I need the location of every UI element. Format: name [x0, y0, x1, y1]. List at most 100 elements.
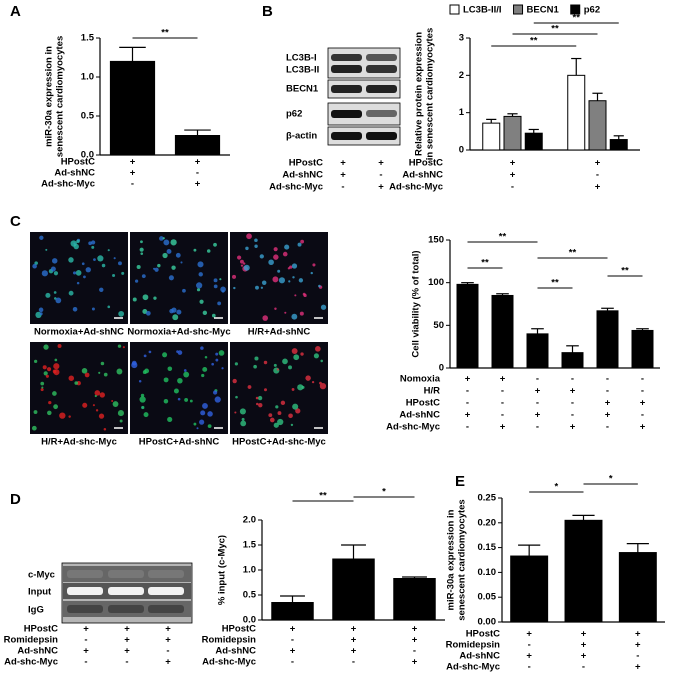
cell-stain	[213, 242, 217, 247]
bar	[564, 519, 603, 623]
condition-mark: +	[351, 624, 357, 635]
cell-stain	[141, 274, 146, 279]
cell-stain	[95, 409, 99, 412]
cell-stain	[92, 404, 95, 407]
cell-stain	[198, 272, 203, 277]
blot-frame	[327, 47, 401, 79]
condition-mark: +	[595, 182, 601, 193]
condition-mark: +	[378, 182, 384, 193]
error-bar	[402, 576, 427, 579]
cell-stain	[196, 282, 203, 289]
condition-mark: +	[340, 170, 346, 181]
condition-mark: -	[571, 410, 574, 421]
significance-label: **	[551, 24, 559, 35]
y-tick-label: 1.5	[81, 33, 95, 44]
cell-stain	[246, 233, 252, 240]
condition-mark: +	[465, 374, 471, 385]
bar	[631, 329, 654, 369]
micrograph-label: H/R+Ad-shNC	[248, 327, 311, 338]
cell-stain	[111, 399, 114, 402]
bar	[567, 74, 586, 151]
cell-stain	[59, 412, 66, 419]
cell-stain	[48, 400, 52, 405]
cell-stain	[173, 388, 179, 394]
cell-stain	[291, 263, 298, 269]
cell-stain	[168, 275, 174, 281]
condition-mark: +	[83, 624, 89, 635]
cell-stain	[312, 263, 316, 267]
blot-band	[331, 54, 362, 61]
significance-label: *	[382, 487, 386, 498]
blot-band	[108, 605, 144, 613]
blot-frame	[327, 79, 401, 99]
cell-stain	[51, 258, 58, 264]
condition-mark: -	[466, 422, 469, 433]
bar	[482, 122, 501, 151]
condition-mark: +	[526, 629, 532, 640]
blot-band	[67, 587, 103, 595]
cell-stain	[99, 392, 105, 398]
cell-stain	[175, 252, 181, 258]
condition-mark: +	[581, 640, 587, 651]
cell-stain	[284, 244, 290, 250]
error-bar	[571, 57, 582, 76]
cell-stain	[274, 307, 277, 310]
cell-stain	[218, 350, 225, 356]
condition-mark: +	[124, 646, 130, 657]
cell-stain	[232, 274, 237, 279]
cell-stain	[202, 366, 208, 372]
cell-stain	[31, 425, 37, 431]
bar	[609, 139, 628, 151]
error-bar	[496, 293, 509, 296]
error-bar	[507, 113, 518, 117]
cell-stain	[240, 264, 244, 267]
cell-stain	[177, 377, 183, 384]
cell-stain	[213, 278, 218, 283]
cell-stain	[157, 263, 161, 268]
error-bar	[626, 543, 649, 553]
cell-stain	[215, 358, 219, 362]
cell-stain	[117, 344, 122, 348]
cell-stain	[42, 365, 47, 370]
cell-stain	[45, 292, 51, 298]
cell-stain	[176, 350, 179, 353]
cell-stain	[255, 402, 259, 406]
cell-stain	[166, 249, 172, 254]
significance-label: **	[621, 266, 629, 277]
cell-stain	[221, 290, 225, 293]
cell-stain	[245, 246, 249, 251]
micrograph-label: Normoxia+Ad-shNC	[34, 327, 124, 338]
condition-mark: -	[511, 182, 514, 193]
cell-stain	[272, 276, 279, 283]
y-tick-label: 1.0	[243, 565, 256, 576]
y-tick-label: 0.25	[478, 493, 497, 504]
cell-stain	[269, 417, 275, 423]
blot-label: Input	[28, 587, 52, 598]
y-tick-label: 2	[459, 70, 464, 81]
condition-mark: +	[510, 170, 516, 181]
cell-stain	[43, 371, 48, 376]
cell-stain	[93, 258, 96, 261]
condition-mark: +	[500, 374, 506, 385]
cell-stain	[262, 315, 269, 321]
cell-stain	[297, 384, 304, 391]
cell-stain	[291, 348, 298, 354]
cell-stain	[139, 396, 146, 403]
cell-stain	[170, 239, 177, 246]
cell-stain	[297, 242, 302, 247]
condition-mark: -	[501, 410, 504, 421]
cell-stain	[52, 391, 57, 396]
bar	[174, 135, 221, 156]
blot-band	[67, 605, 103, 613]
error-bar	[341, 544, 366, 559]
cell-stain	[295, 408, 301, 414]
condition-mark: +	[165, 624, 171, 635]
condition-mark: -	[606, 422, 609, 433]
y-tick-label: 3	[459, 33, 464, 44]
condition-label: HPostC	[222, 624, 256, 635]
cell-stain	[154, 267, 159, 272]
cell-stain	[91, 307, 95, 311]
cell-stain	[167, 416, 173, 423]
condition-mark: +	[640, 422, 646, 433]
